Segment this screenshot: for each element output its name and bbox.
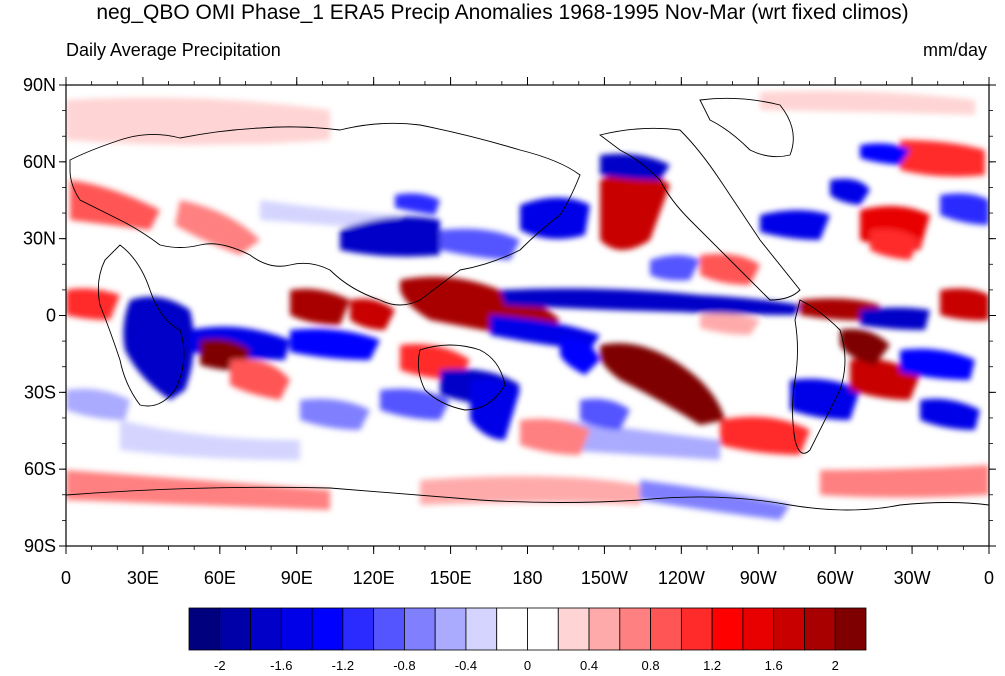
anomaly-field xyxy=(66,85,989,546)
lon-label: 120W xyxy=(658,568,705,588)
colorbar-swatch xyxy=(280,607,313,651)
colorbar-label: -2 xyxy=(214,658,226,673)
lat-label: 90S xyxy=(24,536,56,556)
coastlines xyxy=(66,97,989,511)
colorbar-label: -1.6 xyxy=(270,658,292,673)
colorbar-swatch xyxy=(342,607,375,651)
colorbar-label: 2 xyxy=(832,658,839,673)
colorbar-swatch xyxy=(434,607,467,651)
colorbar-swatch xyxy=(773,607,805,651)
colorbar-label: -0.4 xyxy=(455,658,477,673)
colorbar-label: 1.2 xyxy=(703,658,721,673)
lon-label: 30E xyxy=(127,568,159,588)
lat-label: 60N xyxy=(23,152,56,172)
colorbar-swatch xyxy=(404,607,436,651)
lon-label: 150E xyxy=(430,568,472,588)
units-label: mm/day xyxy=(922,40,987,60)
colorbar-swatch xyxy=(496,607,528,651)
colorbar-label: -1.2 xyxy=(332,658,354,673)
colorbar-label: -0.8 xyxy=(393,658,415,673)
lat-label: 30S xyxy=(24,382,56,402)
colorbar: -2 -1.6 -1.2 -0.8 -0.4 0 0.4 0.8 1.2 1.6 2 xyxy=(188,607,867,673)
colorbar-swatch xyxy=(465,607,498,651)
lon-label: 60W xyxy=(817,568,854,588)
colorbar-swatch xyxy=(219,607,251,651)
colorbar-label: 1.6 xyxy=(765,658,783,673)
map-title: neg_QBO OMI Phase_1 ERA5 Precip Anomalie… xyxy=(96,1,909,24)
lon-label: 120E xyxy=(353,568,395,588)
colorbar-swatch xyxy=(834,607,867,651)
lon-label: 30W xyxy=(894,568,931,588)
colorbar-swatch xyxy=(742,607,775,651)
longitude-axis: 0 30E 60E 90E 120E 150E 180 150W 120W 90W 60W 30W 0 xyxy=(61,77,994,588)
lon-label: 90E xyxy=(281,568,313,588)
lat-label: 0 xyxy=(46,306,56,326)
colorbar-swatch xyxy=(373,607,405,651)
colorbar-label: 0.8 xyxy=(642,658,660,673)
colorbar-label: 0 xyxy=(524,658,531,673)
colorbar-swatch xyxy=(711,607,744,651)
colorbar-label: 0.4 xyxy=(580,658,598,673)
variable-label: Daily Average Precipitation xyxy=(66,40,281,60)
lon-label: 150W xyxy=(581,568,628,588)
lat-label: 30N xyxy=(23,229,56,249)
lon-label: 180 xyxy=(512,568,542,588)
colorbar-swatch xyxy=(680,607,713,651)
colorbar-swatch xyxy=(311,607,344,651)
colorbar-swatch xyxy=(804,607,836,651)
colorbar-swatch xyxy=(557,607,590,651)
lon-label: 90W xyxy=(740,568,777,588)
colorbar-swatch xyxy=(619,607,651,651)
colorbar-swatch xyxy=(527,607,559,651)
lon-label: 0 xyxy=(61,568,71,588)
colorbar-swatch xyxy=(188,607,221,651)
lon-label: 60E xyxy=(204,568,236,588)
lon-label: 0 xyxy=(984,568,994,588)
colorbar-swatch xyxy=(250,607,282,651)
colorbar-swatch xyxy=(650,607,682,651)
latitude-axis: 90N 60N 30N 0 30S 60S 90S xyxy=(23,75,996,556)
colorbar-swatch xyxy=(588,607,621,651)
lat-label: 90N xyxy=(23,75,56,95)
lat-label: 60S xyxy=(24,459,56,479)
